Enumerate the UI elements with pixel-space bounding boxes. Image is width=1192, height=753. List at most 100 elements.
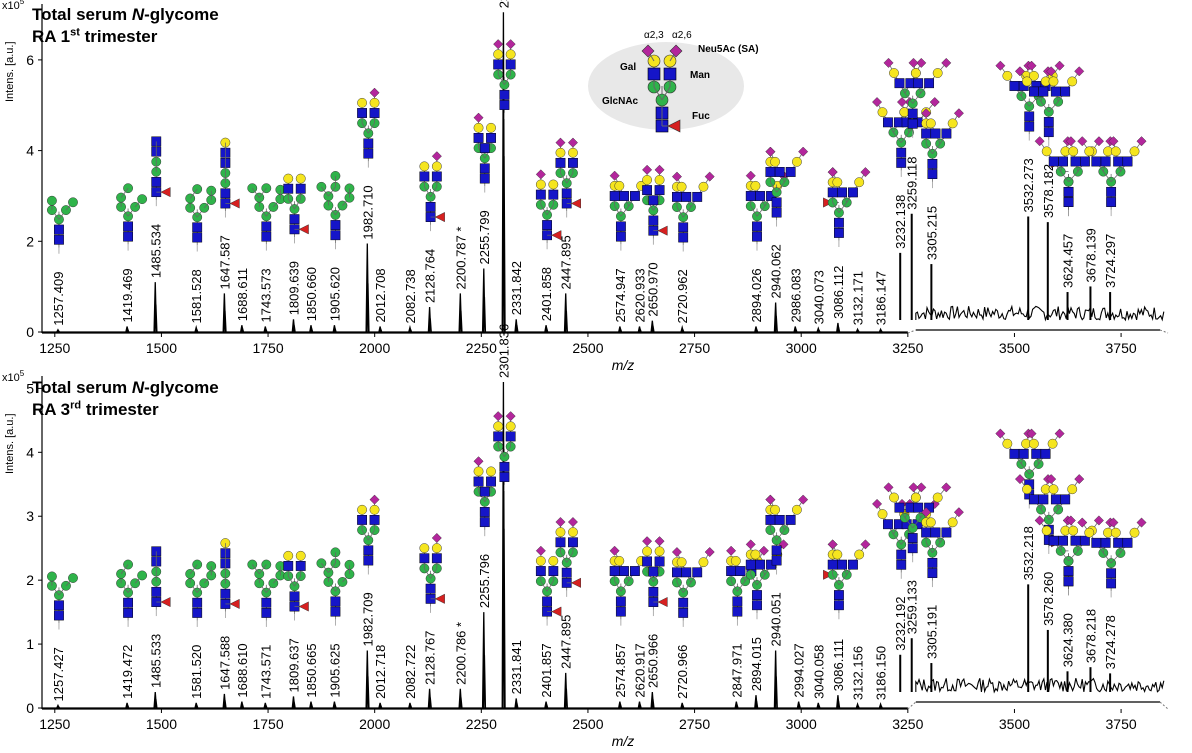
title-prefix: Total serum (32, 5, 132, 24)
glcnac-square (1063, 197, 1074, 207)
peak-label: 2447.895 (559, 235, 574, 289)
bottom-spectrum-panel: 0 1 2 3 4 5 Intens. [a.u.] x105 1250 1500 1750 2000… (2, 324, 1169, 749)
galactose-circle (654, 546, 665, 557)
fucose-triangle (657, 596, 668, 608)
x-tick-label: 2500 (572, 340, 603, 356)
glycan-linkage (1028, 463, 1039, 475)
subtitle-prefix: RA 3 (32, 400, 71, 419)
peak-label: 2620.933 (633, 268, 648, 322)
galactose-circle (791, 504, 802, 515)
sialic-acid-diamond (1108, 517, 1119, 528)
glcnac-square (123, 231, 133, 242)
glcnac-square (1122, 156, 1133, 167)
x-tick-label: 2250 (466, 716, 497, 732)
glcnac-square (357, 514, 367, 525)
sialic-acid-diamond (1026, 60, 1037, 71)
glycan-linkage (893, 534, 902, 545)
peak-label: 3232.138 (893, 195, 908, 249)
glycan-linkage (838, 574, 848, 586)
glycan-m7 (185, 184, 217, 252)
title-prefix: Total serum (32, 378, 132, 397)
glycan-linkage (189, 564, 198, 575)
fucose-triangle (298, 224, 309, 235)
glycan-h7n6s4 (995, 60, 1065, 141)
galactose-circle (676, 557, 687, 568)
y-tick-label: 0 (26, 324, 34, 340)
y-axis-label: Intens. [a.u.] (4, 41, 16, 102)
galactose-circle (642, 175, 653, 185)
peak-label: 3186.147 (874, 271, 889, 325)
peak-label: 2574.947 (613, 268, 628, 322)
glcnac-square (419, 171, 430, 182)
peak-label: 3532.218 (1021, 526, 1036, 580)
glcnac-square (1079, 535, 1090, 546)
x-tick-label: 3250 (892, 340, 923, 356)
glcnac-square (493, 59, 504, 70)
sialic-acid-diamond (929, 97, 940, 108)
glycan-linkage (1021, 463, 1030, 475)
glycan-linkage (832, 574, 840, 586)
glycan-linkage (1068, 171, 1079, 183)
glcnac-square (505, 59, 516, 70)
galactose-circle (1048, 484, 1059, 495)
glcnac-square (930, 527, 941, 538)
glycan-h6n5f1s3 (823, 539, 871, 620)
galactose-circle (910, 492, 921, 503)
x-tick-label: 1750 (252, 340, 283, 356)
y-multiplier: x105 (2, 0, 25, 12)
glycan-linkage (756, 574, 766, 586)
x-tick-label: 1750 (252, 716, 283, 732)
sialic-acid-diamond (827, 167, 838, 178)
sialic-acid-diamond (431, 532, 442, 543)
sialic-acid-diamond (654, 164, 665, 175)
glycan-linkage (932, 143, 941, 155)
glcnac-square (1106, 578, 1117, 589)
peak-label: 2200.786 * (453, 622, 468, 685)
galactose-circle (1068, 525, 1079, 536)
glycan-m7 (185, 559, 217, 627)
sialic-acid-diamond (671, 171, 682, 182)
mannose-circle (732, 586, 743, 597)
galactose-circle (854, 549, 865, 560)
glcnac-square (894, 78, 905, 89)
y-multiplier: x105 (2, 369, 25, 384)
fucose-triangle (667, 119, 681, 133)
galactose-circle (1041, 525, 1052, 536)
glcnac-square (542, 220, 552, 230)
peak-label: 3132.156 (851, 646, 866, 700)
glcnac-square (431, 553, 442, 564)
glycan-h6n5s2 (671, 547, 715, 627)
bottom-panel-title: Total serum N-glycome RA 3rd trimester (32, 377, 219, 421)
sialic-acid-diamond (473, 456, 484, 467)
glcnac-square (1040, 448, 1051, 459)
glycan-linkage (424, 568, 431, 579)
galactose-circle (1068, 146, 1079, 157)
x-tick-label: 3500 (999, 716, 1030, 732)
galactose-circle (1129, 527, 1140, 538)
galactose-circle (889, 68, 899, 78)
glcnac-square (913, 78, 924, 89)
glycan-legend: α2,3 α2,6 Neu5Ac (SA) Gal Man GlcNAc Fuc (588, 30, 759, 133)
x-tick-label: 1500 (146, 340, 177, 356)
glcnac-square (1029, 494, 1039, 505)
peak-label: 1485.534 (148, 224, 163, 278)
glycan-linkage (497, 446, 505, 457)
title-italic: N (131, 378, 145, 397)
sialic-acid-diamond (609, 170, 620, 181)
sialic-acid-diamond (908, 57, 919, 68)
glycan-linkage (1060, 550, 1069, 562)
glcnac-square (837, 187, 847, 198)
x-axis-label: m/z (612, 733, 635, 749)
glycan-linkage (1021, 95, 1030, 107)
mannose-circle (425, 573, 436, 584)
glycan-linkage (646, 200, 654, 211)
glycan-linkage (925, 542, 933, 553)
glcnac-square (295, 561, 306, 571)
peak-label: 3086.111 (831, 639, 846, 691)
galactose-circle (369, 97, 380, 108)
glcnac-square (363, 138, 374, 149)
sialic-acid-diamond (916, 482, 927, 493)
subtitle-sup: rd (70, 399, 82, 412)
glycan-h5n4f1 (283, 173, 309, 244)
